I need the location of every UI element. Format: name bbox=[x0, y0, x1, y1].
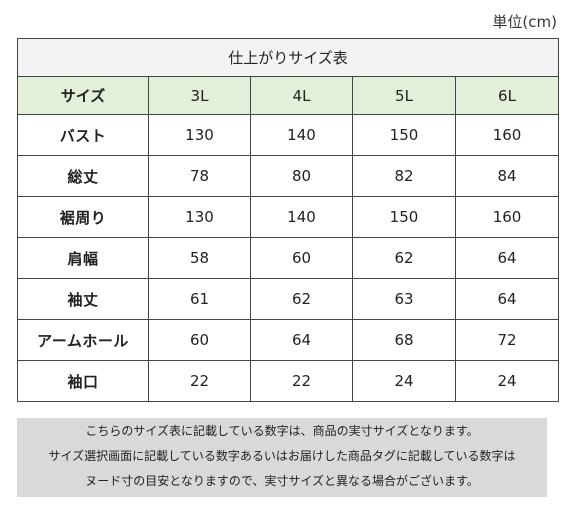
table-cell: 62 bbox=[250, 278, 353, 320]
table-cell: 72 bbox=[454, 319, 560, 361]
table-cell: 58 bbox=[148, 237, 251, 279]
table-cell: 64 bbox=[250, 319, 353, 361]
table-title-row: 仕上がりサイズ表 bbox=[16, 38, 560, 77]
note-line: こちらのサイズ表に記載している数字は、商品の実寸サイズとなります。 bbox=[85, 424, 479, 438]
header-size-label: サイズ bbox=[17, 76, 149, 115]
table-title: 仕上がりサイズ表 bbox=[16, 38, 560, 77]
table-cell: 64 bbox=[454, 278, 560, 320]
row-label: バスト bbox=[17, 114, 149, 156]
table-cell: 160 bbox=[454, 196, 560, 238]
table-row-cuff: 袖口 22 22 24 24 bbox=[17, 360, 560, 402]
table-cell: 60 bbox=[148, 319, 251, 361]
header-size-5l: 5L bbox=[352, 76, 456, 115]
header-size-4l: 4L bbox=[250, 76, 353, 115]
table-cell: 160 bbox=[454, 114, 560, 156]
size-note: こちらのサイズ表に記載している数字は、商品の実寸サイズとなります。 サイズ選択画… bbox=[17, 418, 547, 497]
table-cell: 60 bbox=[250, 237, 353, 279]
row-label: 総丈 bbox=[17, 155, 149, 197]
unit-label: 単位(cm) bbox=[492, 13, 557, 31]
table-cell: 64 bbox=[454, 237, 560, 279]
size-table: 仕上がりサイズ表 サイズ 3L 4L 5L 6L バスト 130 140 150… bbox=[16, 38, 560, 402]
table-row-bust: バスト 130 140 150 160 bbox=[17, 114, 560, 156]
table-cell: 24 bbox=[352, 360, 456, 402]
table-cell: 62 bbox=[352, 237, 456, 279]
table-cell: 140 bbox=[250, 114, 353, 156]
row-label: 肩幅 bbox=[17, 237, 149, 279]
table-cell: 82 bbox=[352, 155, 456, 197]
table-cell: 130 bbox=[148, 114, 251, 156]
row-label: アームホール bbox=[17, 319, 149, 361]
table-cell: 63 bbox=[352, 278, 456, 320]
table-cell: 68 bbox=[352, 319, 456, 361]
table-row-armhole: アームホール 60 64 68 72 bbox=[17, 319, 560, 361]
table-row-hem: 裾周り 130 140 150 160 bbox=[17, 196, 560, 238]
table-row-shoulder: 肩幅 58 60 62 64 bbox=[17, 237, 560, 279]
table-cell: 78 bbox=[148, 155, 251, 197]
table-cell: 130 bbox=[148, 196, 251, 238]
header-size-6l: 6L bbox=[454, 76, 560, 115]
row-label: 裾周り bbox=[17, 196, 149, 238]
table-cell: 150 bbox=[352, 114, 456, 156]
header-size-3l: 3L bbox=[148, 76, 251, 115]
table-cell: 22 bbox=[148, 360, 251, 402]
table-header-row: サイズ 3L 4L 5L 6L bbox=[17, 76, 560, 115]
table-cell: 140 bbox=[250, 196, 353, 238]
table-cell: 24 bbox=[454, 360, 560, 402]
table-cell: 150 bbox=[352, 196, 456, 238]
note-line: サイズ選択画面に記載している数字あるいはお届けした商品タグに記載している数字は bbox=[48, 449, 516, 463]
row-label: 袖口 bbox=[17, 360, 149, 402]
table-cell: 61 bbox=[148, 278, 251, 320]
table-cell: 22 bbox=[250, 360, 353, 402]
table-cell: 84 bbox=[454, 155, 560, 197]
row-label: 袖丈 bbox=[17, 278, 149, 320]
note-line: ヌード寸の目安となりますので、実寸サイズと異なる場合がございます。 bbox=[85, 474, 479, 488]
table-cell: 80 bbox=[250, 155, 353, 197]
table-row-length: 総丈 78 80 82 84 bbox=[17, 155, 560, 197]
table-row-sleeve: 袖丈 61 62 63 64 bbox=[17, 278, 560, 320]
